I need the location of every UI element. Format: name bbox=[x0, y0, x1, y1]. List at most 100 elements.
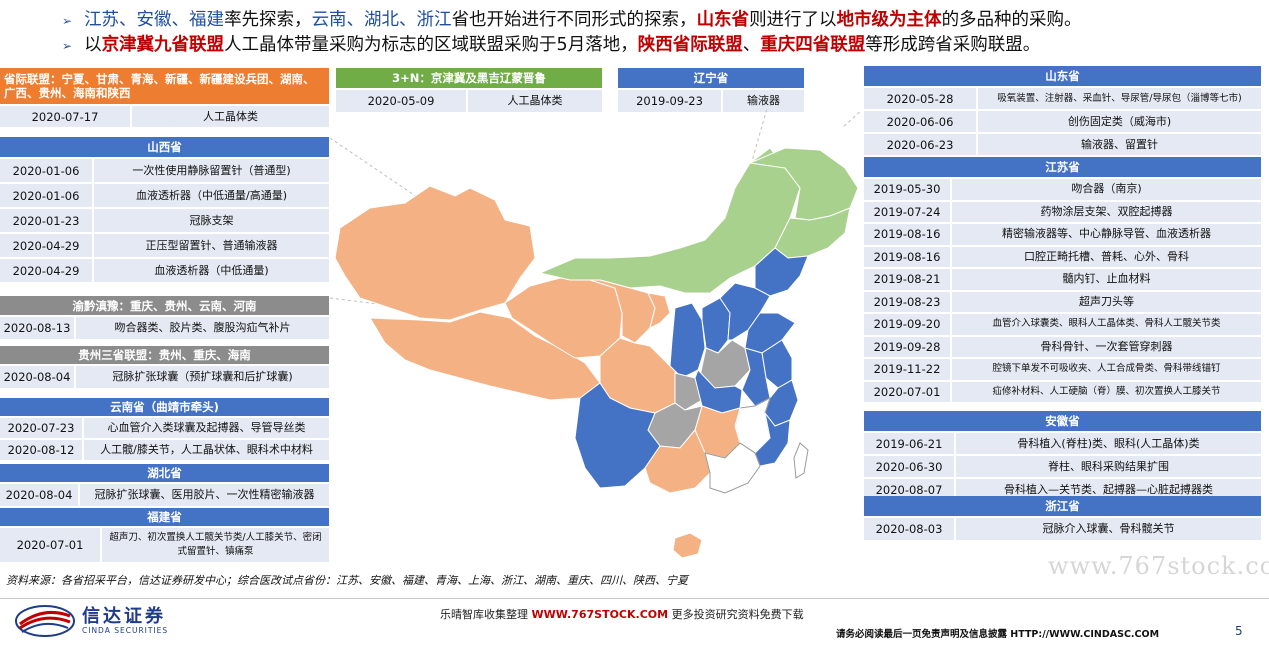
leader-line bbox=[749, 108, 768, 169]
row-date: 2020-07-23 bbox=[0, 418, 82, 438]
bullet-segment: 江苏、安徽、福建 bbox=[84, 10, 225, 30]
panel-guizhou-alliance: 贵州三省联盟：贵州、重庆、海南 2020-08-04 冠脉扩张球囊（预扩球囊和后扩球… bbox=[0, 346, 329, 388]
notice-site[interactable]: WWW.767STOCK.COM bbox=[531, 608, 669, 621]
panel-header: 省际联盟：宁夏、甘肃、青海、新疆、新疆建设兵团、湖南、广西、贵州、海南和陕西 bbox=[0, 68, 329, 104]
bullet-2: ➢ 以京津冀九省联盟人工晶体带量采购为标志的区域联盟采购于5月落地，陕西省际联盟、… bbox=[62, 33, 1252, 58]
row-item: 人工髋/膝关节，人工晶状体、眼科术中材料 bbox=[84, 440, 329, 460]
table-row: 2020-06-23 输液器、留置针 bbox=[864, 134, 1261, 155]
table-row: 2020-01-23 冠脉支架 bbox=[0, 209, 329, 232]
panel-zhejiang: 浙江省 2020-08-03 冠脉介入球囊、骨科髋关节 bbox=[864, 496, 1261, 540]
bullet-marker-icon: ➢ bbox=[62, 14, 73, 28]
row-date: 2019-09-28 bbox=[864, 336, 950, 357]
row-date: 2020-05-28 bbox=[864, 88, 976, 109]
row-date: 2020-01-23 bbox=[0, 209, 92, 232]
row-item: 血液透析器（中低通量) bbox=[94, 259, 329, 282]
row-date: 2020-07-01 bbox=[0, 528, 100, 562]
row-date: 2020-08-13 bbox=[0, 317, 74, 339]
table-row: 2020-06-06 创伤固定类（威海市) bbox=[864, 111, 1261, 132]
table-row: 2020-05-09 人工晶体类 bbox=[336, 90, 602, 112]
panel-shanxi: 山西省 2020-01-06 一次性使用静脉留置针（普通型) 2020-01-06 血液… bbox=[0, 137, 329, 282]
table-row: 2019-08-21 髓内钉、止血材料 bbox=[864, 269, 1261, 290]
panel-header: 山东省 bbox=[864, 66, 1261, 86]
bullet-1: ➢ 江苏、安徽、福建率先探索，云南、湖北、浙江省也开始进行不同形式的探索，山东省则… bbox=[62, 8, 1252, 33]
table-row: 2020-08-04 冠脉扩张球囊（预扩球囊和后扩球囊) bbox=[0, 366, 329, 388]
leader-line bbox=[841, 110, 860, 129]
region-shaanxi bbox=[669, 302, 706, 379]
row-item: 脊柱、眼科采购结果扩围 bbox=[956, 456, 1261, 477]
footer-divider bbox=[0, 598, 1269, 599]
region-gansu bbox=[570, 279, 656, 344]
table-row: 2019-08-16 精密输液器等、中心静脉导管、血液透析器 bbox=[864, 224, 1261, 245]
disclaimer: 请务必阅读最后一页免责声明及信息披露 HTTP://WWW.CINDASC.CO… bbox=[836, 629, 1160, 640]
row-item: 冠脉介入球囊、骨科髋关节 bbox=[956, 518, 1261, 540]
bullet-segment: 以 bbox=[84, 35, 102, 55]
region-guangdong bbox=[704, 442, 761, 494]
intro-bullets: ➢ 江苏、安徽、福建率先探索，云南、湖北、浙江省也开始进行不同形式的探索，山东省则… bbox=[62, 8, 1252, 58]
panel-header: 云南省（曲靖市牵头) bbox=[0, 398, 329, 416]
row-item: 人工晶体类 bbox=[468, 90, 602, 112]
row-item: 超声刀头等 bbox=[952, 291, 1261, 312]
table-row: 2020-04-29 正压型留置针、普通输液器 bbox=[0, 234, 329, 257]
row-date: 2019-06-21 bbox=[864, 433, 954, 454]
bullet-marker-icon: ➢ bbox=[62, 39, 73, 53]
panel-yunnan: 云南省（曲靖市牵头) 2020-07-23 心血管介入类球囊及起搏器、导管导丝类 20… bbox=[0, 398, 329, 460]
row-item: 冠脉支架 bbox=[94, 209, 329, 232]
row-date: 2020-01-06 bbox=[0, 184, 92, 207]
bullet-segment: 山东省 bbox=[696, 10, 750, 30]
region-ningxia bbox=[647, 292, 671, 329]
table-row: 2019-09-23 输液器 bbox=[618, 90, 804, 112]
row-date: 2020-01-06 bbox=[0, 159, 92, 182]
bullet-segment: 人工晶体带量采购为标志的区域联盟采购于5月落地， bbox=[224, 35, 638, 55]
panel-header: 渝黔滇豫：重庆、贵州、云南、河南 bbox=[0, 296, 329, 315]
table-row: 2020-08-12 人工髋/膝关节，人工晶状体、眼科术中材料 bbox=[0, 440, 329, 460]
table-row: 2020-08-07 骨科植入—关节类、起搏器—心脏起搏器类 bbox=[864, 479, 1261, 500]
row-item: 骨科骨针、一次套管穿刺器 bbox=[952, 336, 1261, 357]
row-date: 2020-07-01 bbox=[864, 381, 950, 402]
panel-anhui: 安徽省 2019-06-21 骨科植入(脊柱)类、眼科(人工晶体)类 2020-06-… bbox=[864, 411, 1261, 500]
table-row: 2020-01-06 一次性使用静脉留置针（普通型) bbox=[0, 159, 329, 182]
row-item: 冠脉扩张球囊（预扩球囊和后扩球囊) bbox=[76, 366, 329, 388]
panel-jingjinji: 3+N：京津冀及黑吉辽蒙晋鲁 2020-05-09 人工晶体类 bbox=[336, 68, 602, 112]
row-item: 疝修补材料、人工硬脑（脊）膜、初次置换人工膝关节 bbox=[952, 381, 1261, 402]
download-notice: 乐晴智库收集整理 WWW.767STOCK.COM 更多投资研究资料免费下载 bbox=[440, 606, 804, 622]
row-date: 2020-07-17 bbox=[0, 106, 130, 127]
region-chongqing bbox=[674, 372, 703, 411]
panel-header: 湖北省 bbox=[0, 464, 329, 482]
row-item: 口腔正畸托槽、普耗、心外、骨科 bbox=[952, 246, 1261, 267]
row-date: 2020-04-29 bbox=[0, 259, 92, 282]
row-date: 2020-06-30 bbox=[864, 456, 954, 477]
bullet-segment: 陕西省际联盟 bbox=[637, 35, 743, 55]
row-item: 心血管介入类球囊及起搏器、导管导丝类 bbox=[84, 418, 329, 438]
row-item: 吻合器类、胶片类、腹股沟疝气补片 bbox=[76, 317, 329, 339]
row-date: 2020-08-12 bbox=[0, 440, 82, 460]
row-item: 骨科植入—关节类、起搏器—心脏起搏器类 bbox=[956, 479, 1261, 500]
row-date: 2019-09-23 bbox=[618, 90, 721, 112]
panel-header: 江苏省 bbox=[864, 157, 1261, 177]
row-item: 腔镜下单发不可吸收夹、人工合成骨类、骨科带线锚钉 bbox=[952, 359, 1261, 380]
bullet-segment: 等形成跨省采购联盟。 bbox=[865, 35, 1041, 55]
table-row: 2020-06-30 脊柱、眼科采购结果扩围 bbox=[864, 456, 1261, 477]
source-note: 资料来源：各省招采平台，信达证券研发中心；综合医改试点省份：江苏、安徽、福建、青… bbox=[6, 574, 688, 587]
row-item: 人工晶体类 bbox=[132, 106, 329, 127]
table-row: 2019-09-20 血管介入球囊类、眼科人工晶体类、骨科人工髋关节类 bbox=[864, 314, 1261, 335]
notice-text-2: 更多投资研究资料免费下载 bbox=[671, 608, 804, 621]
row-item: 输液器 bbox=[723, 90, 804, 112]
row-item: 吻合器（南京) bbox=[952, 179, 1261, 200]
panel-jiangsu: 江苏省 2019-05-30 吻合器（南京) 2019-07-24 药物涂层支架、双腔起… bbox=[864, 157, 1261, 402]
bullet-segment: 云南、湖北、浙江 bbox=[311, 10, 452, 30]
panel-header: 浙江省 bbox=[864, 496, 1261, 516]
china-map bbox=[330, 108, 860, 559]
row-date: 2020-05-09 bbox=[336, 90, 466, 112]
row-date: 2020-08-03 bbox=[864, 518, 954, 540]
bullet-segment: 的多品种的采购。 bbox=[941, 10, 1082, 30]
row-date: 2019-08-16 bbox=[864, 224, 950, 245]
table-row: 2020-07-01 超声刀、初次置换人工髋关节类/人工膝关节、密闭式留置针、镇痛… bbox=[0, 528, 329, 562]
bullet-segment: 重庆四省联盟 bbox=[760, 35, 866, 55]
row-date: 2020-08-07 bbox=[864, 479, 954, 500]
table-row: 2020-08-13 吻合器类、胶片类、腹股沟疝气补片 bbox=[0, 317, 329, 339]
row-date: 2019-08-21 bbox=[864, 269, 950, 290]
row-date: 2019-08-23 bbox=[864, 291, 950, 312]
region-guangxi bbox=[644, 429, 711, 494]
row-item: 精密输液器等、中心静脉导管、血液透析器 bbox=[952, 224, 1261, 245]
row-date: 2020-06-23 bbox=[864, 134, 976, 155]
